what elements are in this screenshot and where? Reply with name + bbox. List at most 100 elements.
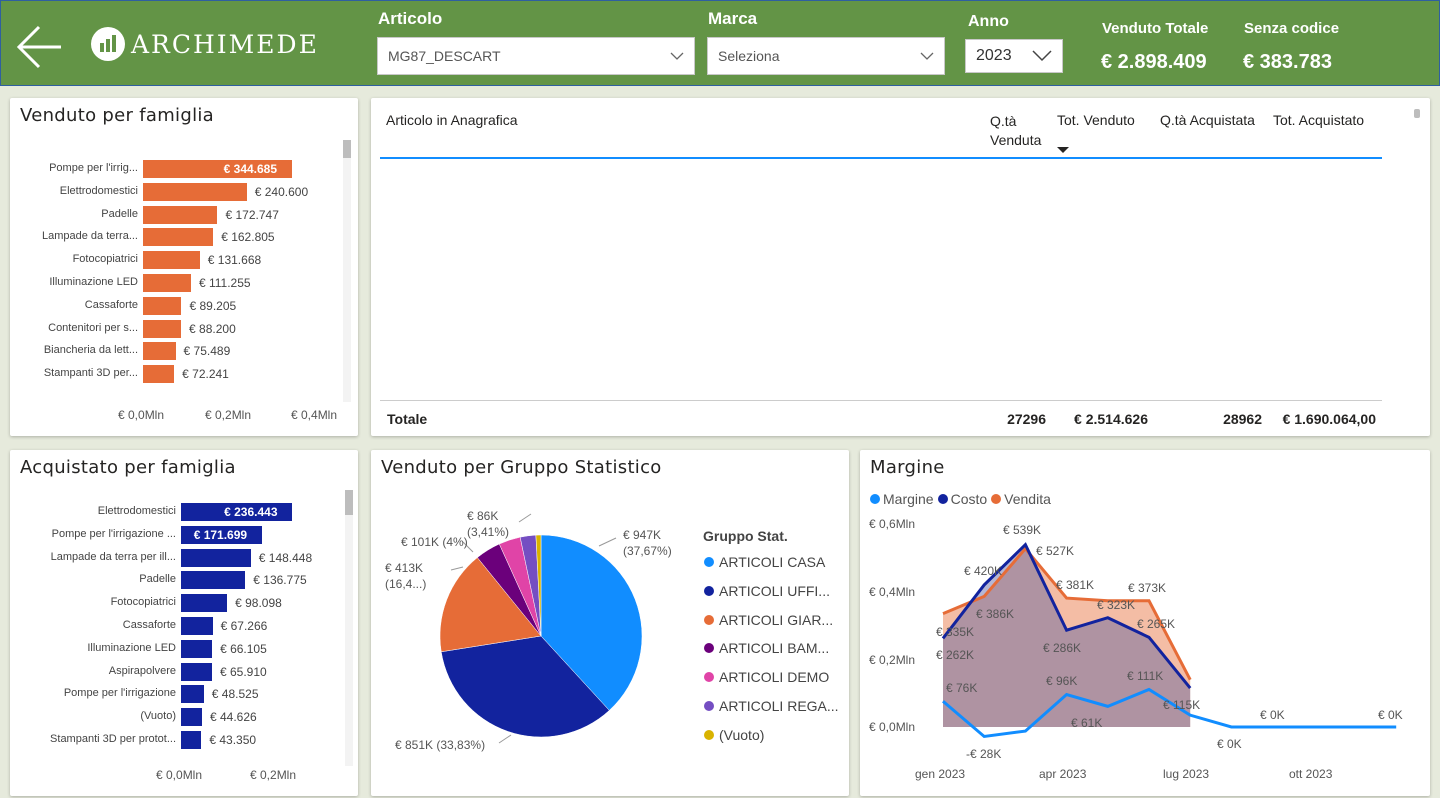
legend-item[interactable]: ARTICOLI REGA... <box>704 698 839 714</box>
data-label: € 61K <box>1071 716 1103 730</box>
scrollbar[interactable] <box>1413 106 1421 406</box>
bar[interactable] <box>181 662 212 681</box>
bar[interactable] <box>181 731 202 749</box>
vendita-line[interactable] <box>942 546 1192 681</box>
bar[interactable] <box>181 503 293 521</box>
venduto-famiglia-panel: Venduto per famiglia Pompe per l'irrig..… <box>10 98 358 436</box>
legend-costo[interactable]: Costo <box>937 491 987 507</box>
scroll-thumb[interactable] <box>345 490 353 515</box>
bar[interactable] <box>143 296 182 315</box>
pie-slice[interactable] <box>439 557 542 653</box>
bar-category-label: Padelle <box>139 573 176 586</box>
y-tick: € 0,0Mln <box>869 720 916 734</box>
bar-value-label: € 72.241 <box>182 367 229 382</box>
kpi-venduto-value: € 2.898.409 <box>1101 51 1207 73</box>
bar[interactable] <box>143 342 176 361</box>
sort-desc-icon <box>1057 147 1069 153</box>
bar[interactable] <box>181 548 251 567</box>
bar[interactable] <box>181 685 204 704</box>
legend-item[interactable]: ARTICOLI DEMO <box>704 669 829 685</box>
bar[interactable] <box>143 365 175 384</box>
legend-item[interactable]: ARTICOLI BAM... <box>704 640 829 656</box>
total-qta-venduta: 27296 <box>1007 411 1046 427</box>
back-arrow-icon[interactable] <box>15 23 65 71</box>
costo-line[interactable] <box>941 542 1192 690</box>
bar[interactable] <box>143 319 182 338</box>
bar[interactable] <box>143 182 247 201</box>
bar[interactable] <box>143 274 191 292</box>
panel-title: Venduto per famiglia <box>20 105 215 126</box>
bar-value-label: € 136.775 <box>253 573 307 588</box>
scrollbar[interactable] <box>345 490 353 766</box>
pie-slice[interactable] <box>440 635 610 738</box>
x-tick: ott 2023 <box>1289 767 1333 781</box>
bar-value-label: € 148.448 <box>258 550 313 565</box>
marca-label: Marca <box>708 9 758 28</box>
scrollbar[interactable] <box>343 140 351 402</box>
bar-category-label: Lampade da terra per ill... <box>50 550 176 563</box>
col-header-qta-acquistata[interactable]: Q.tà Acquistata <box>1160 112 1255 128</box>
bar-value-label: € 75.489 <box>183 344 231 359</box>
col-header-tot-acquistato[interactable]: Tot. Acquistato <box>1273 112 1365 128</box>
x-tick: apr 2023 <box>1039 767 1087 781</box>
col-header-tot-venduto[interactable]: Tot. Venduto <box>1057 112 1135 128</box>
anno-dropdown[interactable]: 2023 <box>965 39 1063 73</box>
legend-item[interactable]: ARTICOLI CASA <box>704 554 825 570</box>
legend-label: ARTICOLI CASA <box>719 554 826 570</box>
scroll-thumb[interactable] <box>343 140 351 158</box>
legend-item[interactable]: ARTICOLI UFFI... <box>704 583 830 599</box>
legend-margine[interactable]: Margine <box>870 491 934 507</box>
scroll-thumb[interactable] <box>1414 109 1420 118</box>
y-tick: € 0,6Mln <box>869 517 916 531</box>
kpi-senza-codice-value: € 383.783 <box>1243 51 1332 73</box>
bar-category-label: Illuminazione LED <box>49 276 138 288</box>
bar[interactable] <box>181 708 202 727</box>
bar[interactable] <box>181 639 213 658</box>
kpi-senza-codice-label: Senza codice <box>1244 20 1340 37</box>
logo-text: ARCHIMEDE <box>131 29 319 59</box>
y-tick: € 0,4Mln <box>869 585 916 599</box>
marca-dropdown[interactable]: Seleziona <box>707 37 945 75</box>
legend-item[interactable]: (Vuoto) <box>704 727 764 743</box>
data-label: € 386K <box>976 607 1015 621</box>
data-label: € 286K <box>1043 641 1082 655</box>
bar[interactable] <box>143 228 214 247</box>
bar-category-label: (Vuoto) <box>140 710 176 723</box>
col-header-qta-venduta[interactable]: Q.tà Venduta <box>990 113 1042 148</box>
bar-value-label: € 48.525 <box>211 687 259 702</box>
x-tick: € 0,2Mln <box>250 768 297 782</box>
legend-dot <box>704 557 714 567</box>
bar-category-label: Stampanti 3D per... <box>43 367 138 380</box>
data-label: € 115K <box>1163 698 1201 712</box>
articolo-dropdown[interactable]: MG87_DESCART <box>377 37 695 75</box>
bar[interactable] <box>143 205 218 224</box>
bar[interactable] <box>181 594 228 613</box>
leader-line <box>450 566 464 571</box>
bar[interactable] <box>143 160 292 178</box>
bar[interactable] <box>181 617 213 635</box>
legend-vendita[interactable]: Vendita <box>991 491 1051 507</box>
pie-slice[interactable] <box>540 534 643 711</box>
x-tick: lug 2023 <box>1163 767 1210 781</box>
bar-category-label: Aspirapolvere <box>108 664 176 677</box>
data-label: € 420K <box>964 564 1003 578</box>
articolo-value: MG87_DESCART <box>388 48 501 64</box>
articoli-table-panel <box>371 98 1430 436</box>
col-header-articolo[interactable]: Articolo in Anagrafica <box>386 112 518 128</box>
x-tick: € 0,0Mln <box>156 768 203 782</box>
legend-dot <box>704 585 714 596</box>
anno-label: Anno <box>968 13 1009 30</box>
data-label: € 0K <box>1260 708 1285 722</box>
data-label: € 381K <box>1056 578 1095 592</box>
pie-slice[interactable] <box>535 534 542 637</box>
margine-line[interactable] <box>942 687 1397 739</box>
data-label: € 323K <box>1097 598 1136 612</box>
bar-value-label: € 43.350 <box>209 733 257 747</box>
bar[interactable] <box>181 525 262 544</box>
legend-item[interactable]: ARTICOLI GIAR... <box>704 612 833 628</box>
bar[interactable] <box>143 251 200 270</box>
bar-category-label: Contenitori per s... <box>48 321 138 334</box>
top-bar: ARCHIMEDE Articolo MG87_DESCART Marca Se… <box>0 0 1440 86</box>
bar[interactable] <box>181 571 246 590</box>
bar-value-label: € 89.205 <box>189 298 237 313</box>
